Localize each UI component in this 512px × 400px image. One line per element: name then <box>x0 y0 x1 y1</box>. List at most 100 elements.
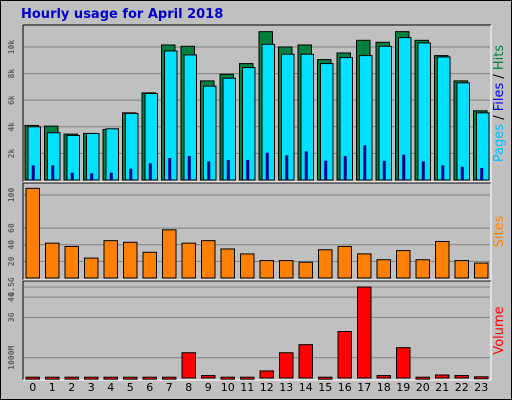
bar-sites-16 <box>337 245 352 279</box>
bar-sites-10 <box>220 248 235 279</box>
x-tick-label-8: 8 <box>185 381 192 394</box>
bar-volume-21 <box>435 374 450 379</box>
bar-volume-1 <box>45 376 60 380</box>
bar-pages-22 <box>460 166 464 180</box>
y-tick-label: 1000M <box>7 346 16 370</box>
bar-volume-12 <box>259 370 274 379</box>
bar-volume-23 <box>474 376 489 380</box>
x-tick-label-4: 4 <box>107 381 114 394</box>
y-tick-label: 3G <box>7 312 16 322</box>
side-label-part: Hits <box>492 45 507 70</box>
bar-sites-21 <box>435 240 450 279</box>
bar-volume-15 <box>318 376 333 380</box>
x-tick-label-16: 16 <box>338 381 352 394</box>
bar-sites-23 <box>474 262 489 279</box>
bar-sites-1 <box>45 242 60 279</box>
bar-volume-13 <box>279 352 294 379</box>
bar-pages-19 <box>402 154 406 180</box>
bar-files-18 <box>378 45 392 181</box>
x-tick-label-12: 12 <box>260 381 274 394</box>
side-label-volume: Volume <box>492 306 507 354</box>
bar-volume-3 <box>84 376 99 380</box>
bar-volume-18 <box>376 375 391 379</box>
bar-volume-17 <box>357 286 372 379</box>
bar-sites-22 <box>454 260 469 279</box>
bar-sites-13 <box>279 260 294 279</box>
x-tick-label-20: 20 <box>416 381 430 394</box>
panel-hits-files-pages <box>23 25 491 182</box>
chart-title: Hourly usage for April 2018 <box>21 7 224 22</box>
x-tick-label-9: 9 <box>205 381 212 394</box>
bar-volume-11 <box>240 376 255 380</box>
bar-sites-15 <box>318 249 333 279</box>
side-label-hits-files-pages: Pages / Files / Hits <box>492 45 507 163</box>
bar-volume-8 <box>181 352 196 379</box>
bar-files-4 <box>105 128 119 181</box>
bar-sites-9 <box>201 240 216 279</box>
bar-pages-6 <box>148 163 152 180</box>
bar-pages-16 <box>343 156 347 180</box>
x-tick-label-11: 11 <box>240 381 254 394</box>
bar-sites-20 <box>415 259 430 279</box>
bar-pages-18 <box>382 160 386 180</box>
bar-pages-7 <box>168 158 172 180</box>
side-label-part: Sites <box>492 215 507 247</box>
x-tick-label-7: 7 <box>166 381 173 394</box>
bar-volume-4 <box>103 376 118 380</box>
bar-pages-1 <box>51 165 55 180</box>
bar-files-3 <box>86 132 100 181</box>
side-label-part: Pages <box>492 124 507 162</box>
y-tick-label: 60 <box>7 223 16 233</box>
bar-sites-14 <box>298 261 313 279</box>
x-tick-label-6: 6 <box>146 381 153 394</box>
bar-sites-18 <box>376 259 391 279</box>
bar-sites-17 <box>357 253 372 279</box>
bar-pages-23 <box>480 168 484 180</box>
panel-sites <box>23 183 491 280</box>
bar-pages-5 <box>129 168 133 180</box>
bar-volume-16 <box>337 331 352 379</box>
y-tick-label: 4k <box>7 122 16 132</box>
bar-volume-9 <box>201 375 216 379</box>
x-tick-label-1: 1 <box>49 381 56 394</box>
bar-sites-7 <box>162 229 177 279</box>
x-tick-label-2: 2 <box>68 381 75 394</box>
bar-pages-17 <box>363 145 367 180</box>
bar-pages-15 <box>324 160 328 180</box>
x-tick-label-15: 15 <box>318 381 332 394</box>
bar-sites-0 <box>25 187 40 279</box>
y-tick-label: 20 <box>7 256 16 266</box>
y-tick-label: 2k <box>7 148 16 158</box>
bar-volume-0 <box>25 376 40 380</box>
bar-pages-8 <box>187 156 191 180</box>
bar-volume-10 <box>220 376 235 380</box>
bar-sites-4 <box>103 240 118 279</box>
x-tick-label-23: 23 <box>474 381 488 394</box>
bar-pages-20 <box>421 161 425 180</box>
bar-pages-10 <box>226 160 230 180</box>
side-label-part: Volume <box>492 306 507 354</box>
bar-pages-3 <box>90 173 94 180</box>
bar-sites-3 <box>84 257 99 279</box>
y-tick-label: 10k <box>7 40 16 55</box>
y-tick-label: 6k <box>7 95 16 105</box>
bar-pages-0 <box>31 165 35 180</box>
x-tick-label-19: 19 <box>396 381 410 394</box>
bar-files-21 <box>437 56 451 181</box>
bar-pages-9 <box>207 161 211 180</box>
y-tick-label: 4.5G <box>7 277 16 296</box>
bar-volume-22 <box>454 375 469 379</box>
bar-pages-2 <box>70 172 74 180</box>
bar-pages-11 <box>246 160 250 180</box>
x-tick-label-22: 22 <box>455 381 469 394</box>
bar-volume-2 <box>64 376 79 380</box>
x-tick-label-13: 13 <box>279 381 293 394</box>
side-label-part: Files <box>492 83 507 112</box>
bar-sites-11 <box>240 253 255 279</box>
x-tick-label-5: 5 <box>127 381 134 394</box>
y-tick-label: 100 <box>7 188 16 203</box>
x-tick-label-14: 14 <box>299 381 313 394</box>
bar-pages-4 <box>109 172 113 180</box>
bar-sites-2 <box>64 245 79 279</box>
